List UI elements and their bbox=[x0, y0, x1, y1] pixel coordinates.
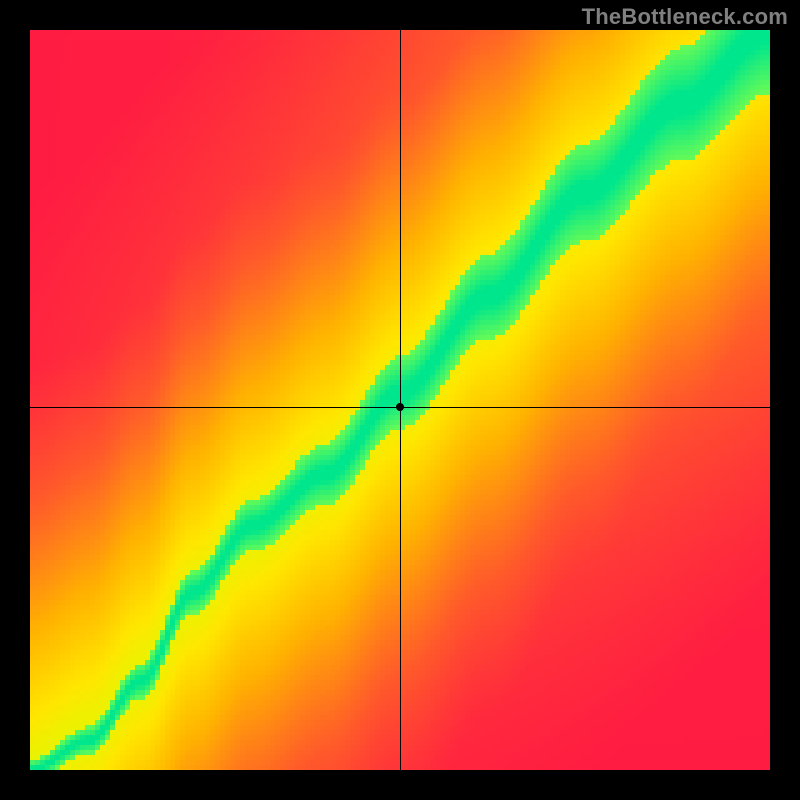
watermark-text: TheBottleneck.com bbox=[582, 4, 788, 30]
crosshair-vertical bbox=[400, 30, 401, 770]
